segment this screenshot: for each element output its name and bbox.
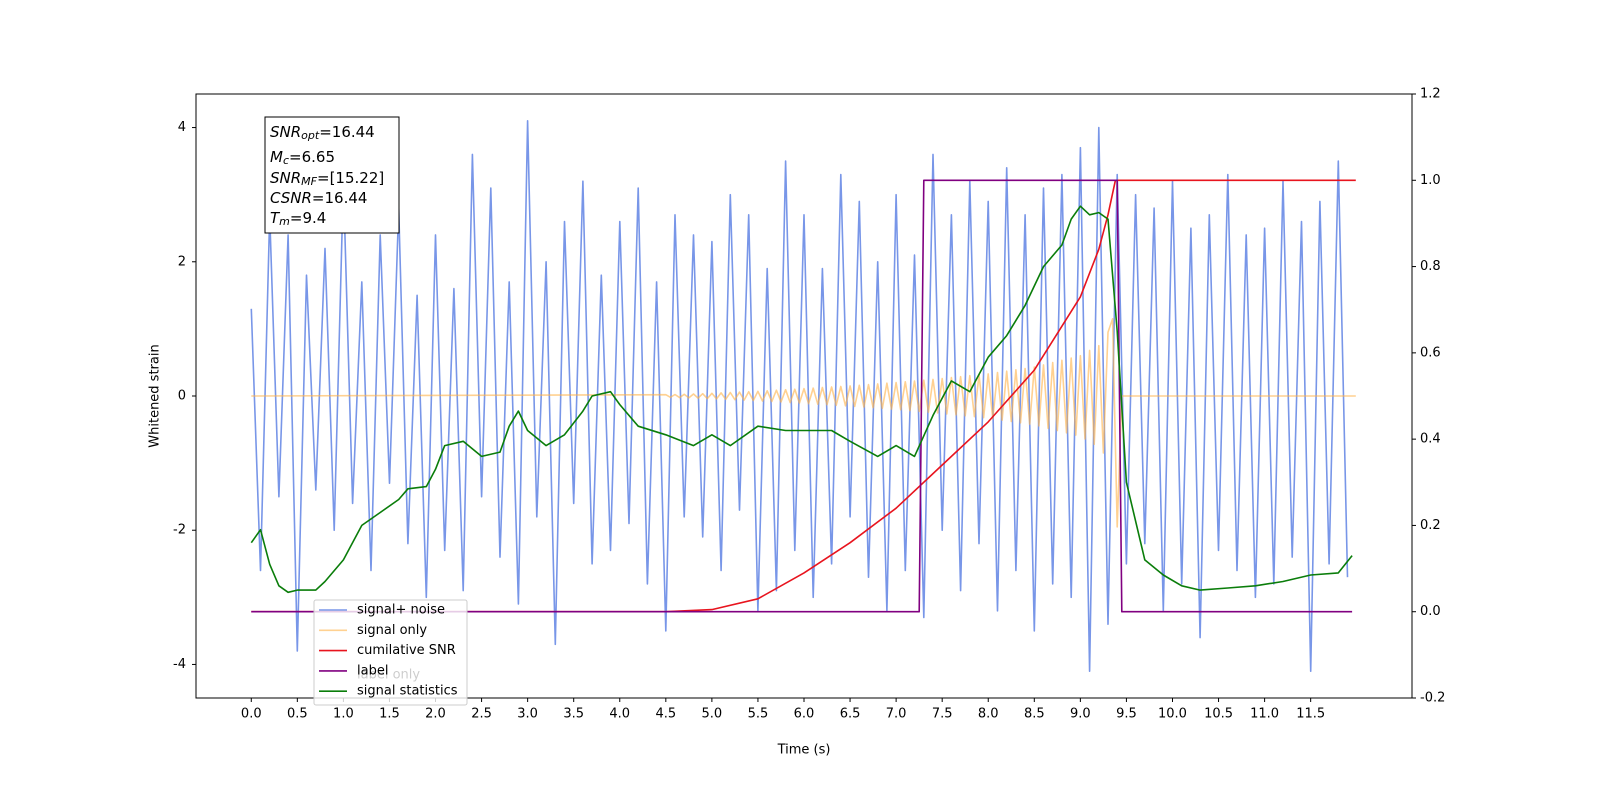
annotation-sub: opt <box>301 129 320 142</box>
x-tick-label: 4.0 <box>609 707 630 722</box>
x-tick-label: 0.0 <box>241 707 262 722</box>
series-line <box>250 205 1353 594</box>
series-line <box>251 179 1353 613</box>
series-line <box>251 179 1356 613</box>
annotation-text: SNRopt=16.44 <box>270 123 375 143</box>
x-tick-label: 3.5 <box>563 707 584 722</box>
legend-label: signal only <box>357 623 427 638</box>
annotation-main: CSNR <box>270 189 312 207</box>
legend-label: signal statistics <box>357 684 458 699</box>
x-tick-label: 6.5 <box>840 707 861 722</box>
legend-label: signal+ noise <box>357 603 445 618</box>
annotation-rest: =16.44 <box>319 123 375 141</box>
x-tick-label: 9.0 <box>1070 707 1091 722</box>
y2-tick-label: 0.4 <box>1420 432 1441 447</box>
y2-tick-label: 1.0 <box>1420 173 1441 188</box>
legend-frame <box>313 599 468 706</box>
y-tick-label: -4 <box>173 657 186 672</box>
y-tick-label: 4 <box>178 120 186 135</box>
annotation-text: CSNR=16.44 <box>270 189 367 207</box>
annotation-sub: m <box>279 215 290 228</box>
annotation-rest: =[15.22] <box>317 169 384 187</box>
y-axis-label: Whitened strain <box>148 344 163 447</box>
x-tick-label: 10.5 <box>1204 707 1233 722</box>
annotation-sub: c <box>283 154 289 167</box>
annotation-rest: =9.4 <box>290 209 326 227</box>
series-line <box>250 120 1349 672</box>
annotation-main: SNR <box>270 123 301 141</box>
annotation-text: Mc=6.65 <box>270 148 335 168</box>
x-tick-label: 8.0 <box>978 707 999 722</box>
x-tick-label: 7.5 <box>932 707 953 722</box>
x-tick-label: 6.0 <box>794 707 815 722</box>
x-tick-label: 4.5 <box>655 707 676 722</box>
plot-frame <box>195 93 1413 699</box>
x-tick-label: 3.0 <box>517 707 538 722</box>
annotation-rest: =6.65 <box>289 148 335 166</box>
annotation-main: SNR <box>270 169 301 187</box>
x-tick-label: 11.5 <box>1296 707 1325 722</box>
y2-tick-label: -0.2 <box>1420 691 1445 706</box>
annotation-text: SNRMF=[15.22] <box>270 169 384 189</box>
x-tick-label: 10.0 <box>1158 707 1187 722</box>
x-tick-label: 2.0 <box>425 707 446 722</box>
x-tick-label: 9.5 <box>1116 707 1137 722</box>
x-axis-label: Time (s) <box>777 743 831 758</box>
x-tick-label: 5.5 <box>748 707 769 722</box>
annotation-main: M <box>270 148 283 166</box>
y-tick-label: -2 <box>173 523 186 538</box>
x-tick-label: 8.5 <box>1024 707 1045 722</box>
y-tick-label: 0 <box>178 389 186 404</box>
y2-tick-label: 1.2 <box>1420 87 1441 102</box>
annotation-box: SNRopt=16.44Mc=6.65SNRMF=[15.22]CSNR=16.… <box>264 116 400 234</box>
series-line <box>251 318 1356 528</box>
legend-label: cumilative SNR <box>357 643 456 658</box>
x-tick-label: 1.5 <box>379 707 400 722</box>
annotation-frame <box>264 116 400 234</box>
x-tick-label: 7.0 <box>886 707 907 722</box>
annotation-sub: MF <box>301 175 317 188</box>
x-tick-label: 2.5 <box>471 707 492 722</box>
x-tick-label: 5.0 <box>702 707 723 722</box>
legend-label: label <box>357 663 388 678</box>
y-tick-label: 2 <box>178 254 186 269</box>
annotation-rest: =16.44 <box>312 189 368 207</box>
y2-tick-label: 0.6 <box>1420 345 1441 360</box>
x-tick-label: 1.0 <box>333 707 354 722</box>
y2-tick-label: 0.0 <box>1420 604 1441 619</box>
annotation-text: Tm=9.4 <box>270 209 326 229</box>
annotation-main: T <box>270 209 281 227</box>
y2-tick-label: 0.8 <box>1420 259 1441 274</box>
x-tick-label: 11.0 <box>1250 707 1279 722</box>
x-tick-label: 0.5 <box>287 707 308 722</box>
y2-tick-label: 0.2 <box>1420 518 1441 533</box>
